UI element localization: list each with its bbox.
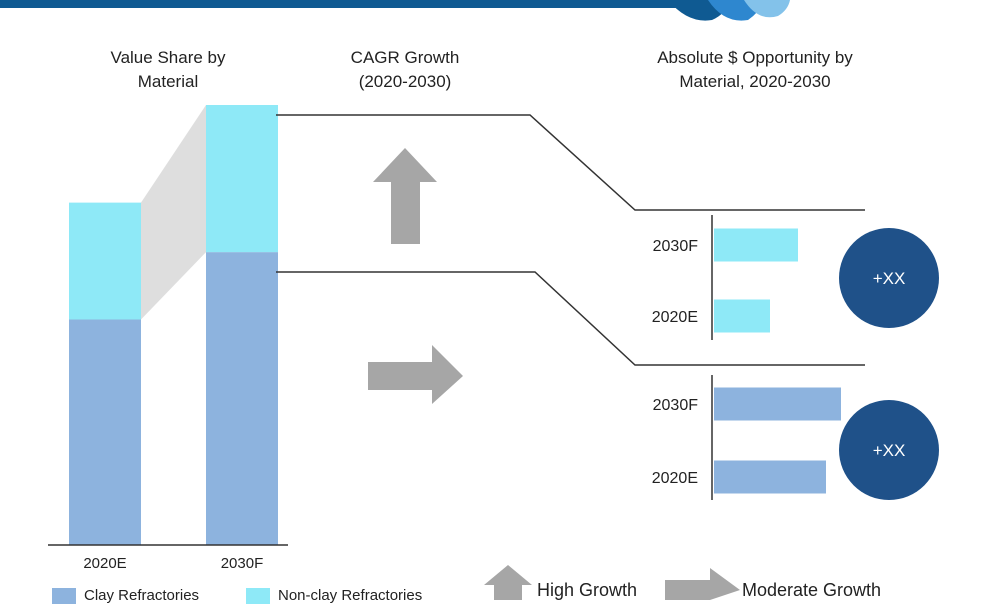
tick-label-2020e: 2020E	[83, 555, 126, 572]
logo-wave-3	[744, 0, 790, 18]
tick-label-clay-refractories-2020e: 2020E	[652, 470, 698, 487]
growth-badge-clay: +XX	[839, 400, 939, 500]
bar-non-clay-refractories-2030f	[714, 228, 798, 262]
connector-line-top	[276, 114, 865, 211]
bar-clay-refractories-2030f	[206, 252, 278, 545]
legend-label-clay: Clay Refractories	[84, 587, 200, 604]
bar-clay-refractories-2020e	[714, 460, 826, 494]
badge-circle-clay	[839, 400, 939, 500]
legend-label-non-clay: Non-clay Refractories	[278, 587, 423, 604]
legend-swatch-non-clay	[246, 587, 270, 604]
badge-circle-non-clay	[839, 228, 939, 328]
tick-label-non-clay-refractories-2020e: 2020E	[652, 309, 698, 326]
cagr-title: CAGR Growth (2020-2030)	[350, 48, 460, 91]
bar-clay-refractories-2020e	[69, 319, 141, 545]
tick-label-clay-refractories-2030f: 2030F	[653, 397, 699, 414]
logo	[668, 0, 790, 21]
bar-non-clay-refractories-2030f	[206, 105, 278, 253]
legend-right-arrow	[665, 568, 740, 600]
bar-non-clay-refractories-2020e	[69, 202, 141, 320]
cagr-up-arrow	[373, 148, 437, 244]
legend-up-arrow	[484, 565, 532, 600]
growth-badge-non-clay: +XX	[839, 228, 939, 328]
legend-high-growth: High Growth	[537, 580, 638, 600]
legend-swatch-clay	[52, 587, 76, 604]
tick-label-2030f: 2030F	[221, 555, 264, 572]
tick-label-non-clay-refractories-2030f: 2030F	[653, 238, 699, 255]
legend-item-non-clay: Non-clay Refractories	[246, 587, 422, 604]
legend-moderate-growth: Moderate Growth	[742, 580, 882, 600]
bar-non-clay-refractories-2020e	[714, 299, 770, 333]
badge-label-non-clay: +XX	[873, 269, 906, 288]
bar-clay-refractories-2030f	[714, 387, 841, 421]
badge-label-clay: +XX	[873, 441, 906, 460]
opportunity-title: Absolute $ Opportunity by Material, 2020…	[657, 48, 853, 91]
header-bar	[0, 0, 690, 8]
legend-item-clay: Clay Refractories	[52, 587, 199, 604]
connector-line-bottom	[276, 271, 865, 366]
share-connector-band	[141, 105, 206, 320]
value-share-title: Value Share by Material	[110, 48, 226, 91]
cagr-right-arrow	[368, 345, 463, 404]
